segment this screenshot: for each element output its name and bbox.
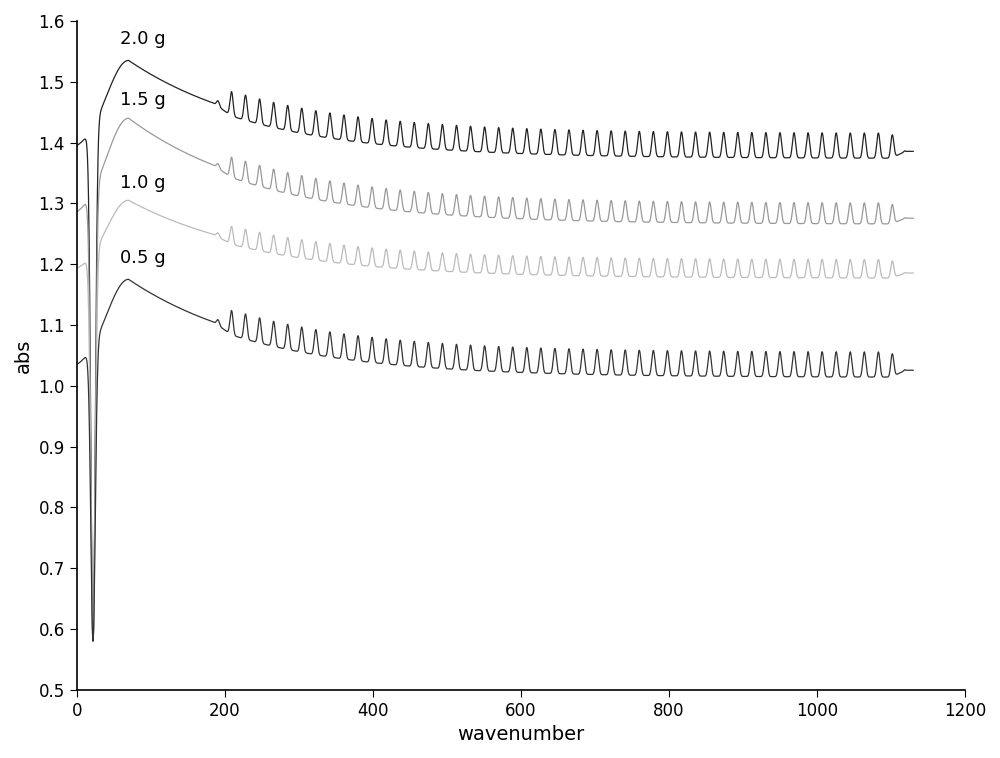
Text: 1.0 g: 1.0 g: [120, 174, 165, 193]
Text: 2.0 g: 2.0 g: [120, 30, 165, 49]
X-axis label: wavenumber: wavenumber: [457, 725, 584, 744]
Y-axis label: abs: abs: [14, 338, 33, 372]
Text: 1.5 g: 1.5 g: [120, 91, 165, 109]
Text: 0.5 g: 0.5 g: [120, 249, 165, 267]
